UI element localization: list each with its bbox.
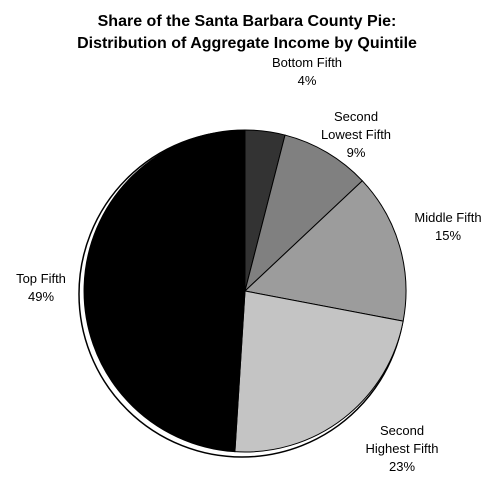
slice-name: Highest Fifth [366, 441, 439, 456]
slice-value: 49% [28, 289, 54, 304]
chart-title: Share of the Santa Barbara County Pie: [98, 13, 397, 30]
slice-name: Second [380, 423, 424, 438]
slice-name: Middle Fifth [414, 210, 481, 225]
slice-name: Lowest Fifth [321, 127, 391, 142]
slice-value: 23% [389, 459, 415, 474]
slice-name: Second [334, 109, 378, 124]
slice-label-second-highest-fifth: Second Highest Fifth 23% [366, 423, 439, 474]
slice-label-bottom-fifth: Bottom Fifth 4% [272, 55, 342, 88]
slice-label-middle-fifth: Middle Fifth 15% [414, 210, 481, 243]
slice-value: 15% [435, 228, 461, 243]
slice-value: 4% [298, 73, 317, 88]
pie-slice-top-fifth [84, 130, 245, 452]
slice-name: Top Fifth [16, 271, 66, 286]
pie-slices [84, 130, 406, 452]
slice-name: Bottom Fifth [272, 55, 342, 70]
chart-subtitle: Distribution of Aggregate Income by Quin… [77, 35, 417, 52]
slice-value: 9% [347, 145, 366, 160]
slice-label-top-fifth: Top Fifth 49% [16, 271, 66, 304]
slice-label-second-lowest-fifth: Second Lowest Fifth 9% [321, 109, 391, 160]
